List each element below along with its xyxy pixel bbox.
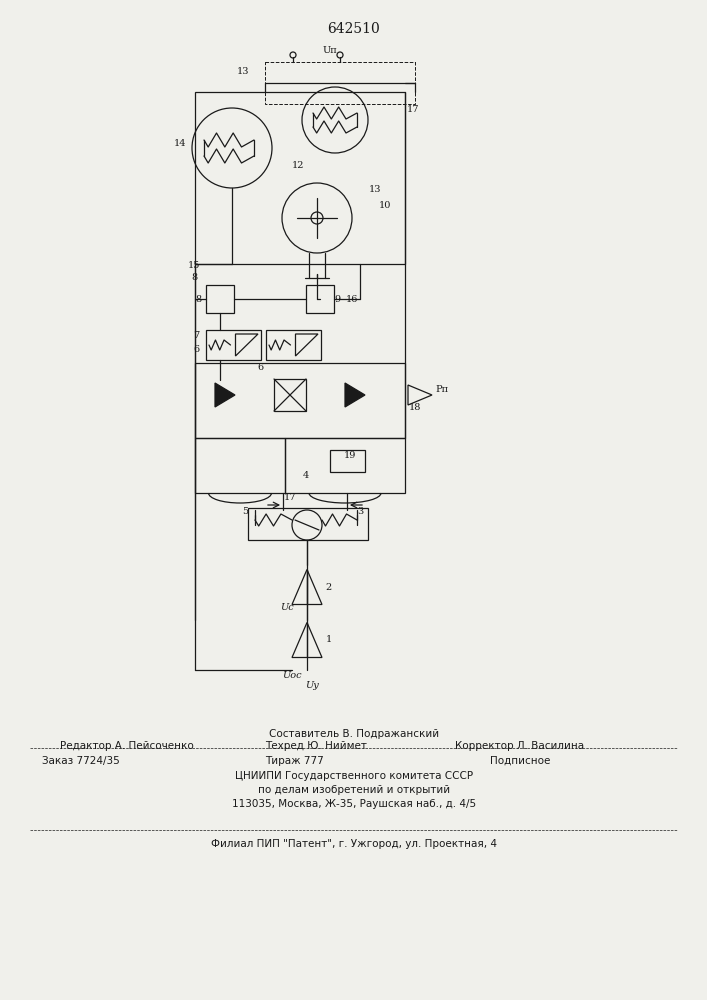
Text: 7: 7 [193,330,199,340]
Text: 17: 17 [284,492,296,502]
Text: 16: 16 [346,294,358,304]
Text: Тираж 777: Тираж 777 [265,756,324,766]
Text: 113035, Москва, Ж-35, Раушская наб., д. 4/5: 113035, Москва, Ж-35, Раушская наб., д. … [232,799,476,809]
Text: 1: 1 [326,636,332,645]
Bar [206,285,234,313]
Text: 10: 10 [379,200,391,210]
Text: Рп: Рп [435,385,448,394]
Bar [330,450,365,472]
Bar [195,92,405,264]
Text: 5: 5 [242,508,248,516]
Text: Филиал ПИП "Патент", г. Ужгород, ул. Проектная, 4: Филиал ПИП "Патент", г. Ужгород, ул. Про… [211,839,497,849]
Text: Заказ 7724/35: Заказ 7724/35 [42,756,119,766]
Text: 14: 14 [174,138,186,147]
Text: Uу: Uу [305,680,319,690]
Text: 4: 4 [303,471,309,480]
Text: 6: 6 [193,346,199,355]
Text: Uос: Uос [282,670,302,680]
Text: Корректор Л. Василина: Корректор Л. Василина [455,741,584,751]
Bar [195,363,405,438]
Text: 13: 13 [369,186,381,194]
Bar [306,285,334,313]
Text: Uп: Uп [322,46,337,55]
Bar [206,330,261,360]
Text: Техред Ю. Ниймет: Техред Ю. Ниймет [265,741,367,751]
Text: Составитель В. Подражанский: Составитель В. Подражанский [269,729,439,739]
Text: 13: 13 [237,68,250,77]
Bar [248,508,368,540]
Text: 6: 6 [257,362,263,371]
Text: 3: 3 [357,508,363,516]
Text: 17: 17 [407,105,419,114]
Text: 8: 8 [195,294,201,304]
Bar [274,379,306,411]
Text: 9: 9 [334,294,340,304]
Bar [195,438,285,493]
Text: по делам изобретений и открытий: по делам изобретений и открытий [258,785,450,795]
Text: Редактор А. Пейсоченко: Редактор А. Пейсоченко [60,741,194,751]
Polygon shape [215,383,235,407]
Bar [265,62,415,104]
Text: Подписное: Подписное [490,756,550,766]
Bar [285,438,405,493]
Text: 15: 15 [188,260,200,269]
Text: 642510: 642510 [327,22,380,36]
Polygon shape [345,383,365,407]
Text: 12: 12 [292,160,304,169]
Text: 19: 19 [344,450,356,460]
Text: Uс: Uс [280,602,294,611]
Text: 8: 8 [191,272,197,282]
Text: 18: 18 [409,402,421,412]
Text: ЦНИИПИ Государственного комитета СССР: ЦНИИПИ Государственного комитета СССР [235,771,473,781]
Text: 2: 2 [326,582,332,591]
Bar [266,330,321,360]
